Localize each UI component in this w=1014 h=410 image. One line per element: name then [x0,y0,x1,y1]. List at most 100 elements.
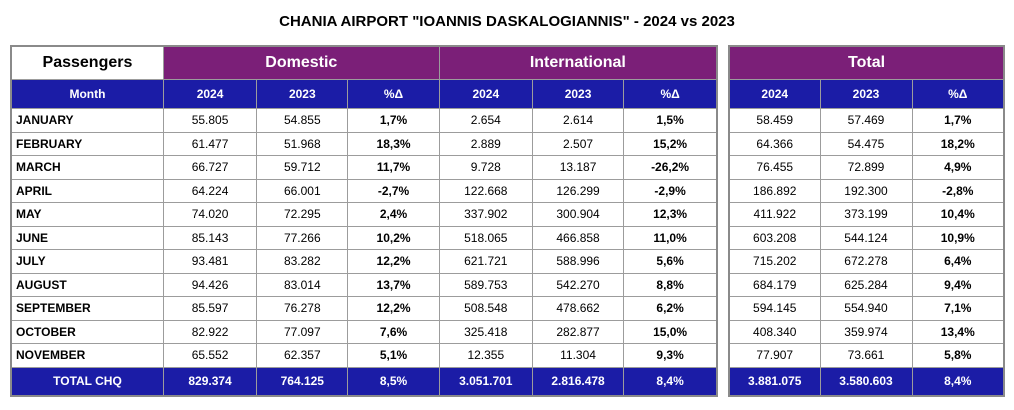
month-cell: JUNE [10,225,164,250]
international-2023-cell: 282.877 [531,319,625,344]
passengers-header: Passengers [10,45,164,80]
total-month-cell: TOTAL CHQ [10,366,164,396]
total-2024-cell: 408.340 [728,319,821,344]
total-2024-cell: 76.455 [728,155,821,180]
table-row: OCTOBER 82.922 77.097 7,6% 325.418 282.877 15,… [10,319,718,344]
table-row: 186.892 192.300 -2,8% [728,178,1005,203]
international-2023-cell: 2.507 [531,131,625,156]
domestic-pct-cell: 18,3% [347,131,440,156]
international-2024-cell: 621.721 [438,249,533,274]
international-2024-cell: 122.668 [438,178,533,203]
table-row: 603.208 544.124 10,9% [728,225,1005,250]
domestic-2024-cell: 65.552 [162,343,258,368]
domestic-2024-cell: 74.020 [162,202,258,227]
total-2024-cell: 715.202 [728,249,821,274]
domestic-2023-header: 2023 [256,79,349,109]
table-row: JANUARY 55.805 54.855 1,7% 2.654 2.614 1,5% [10,108,718,133]
month-header: Month [10,79,164,109]
international-2023-cell: 478.662 [531,296,625,321]
international-pct-cell: 12,3% [623,202,718,227]
domestic-2024-cell: 61.477 [162,131,258,156]
international-2024-cell: 2.654 [438,108,533,133]
total-2024-cell: 77.907 [728,343,821,368]
domestic-international-table: Passengers Domestic International Month … [10,45,718,397]
international-2024-cell: 337.902 [438,202,533,227]
domestic-2024-cell: 66.727 [162,155,258,180]
domestic-2023-cell: 54.855 [256,108,349,133]
domestic-2024-cell: 82.922 [162,319,258,344]
page-title: CHANIA AIRPORT "IOANNIS DASKALOGIANNIS" … [279,13,735,30]
international-2023-cell: 13.187 [531,155,625,180]
international-2024-header: 2024 [438,79,533,109]
domestic-pct-cell: 12,2% [347,249,440,274]
international-2023-cell: 2.614 [531,108,625,133]
total-pct-cell: 10,9% [911,225,1005,250]
domestic-2023-cell: 62.357 [256,343,349,368]
table-row: MAY 74.020 72.295 2,4% 337.902 300.904 12,3% [10,202,718,227]
table-row: 76.455 72.899 4,9% [728,155,1005,180]
domestic-2024-header: 2024 [162,79,258,109]
international-pct-cell: 1,5% [623,108,718,133]
table-row: JULY 93.481 83.282 12,2% 621.721 588.996 5,6% [10,249,718,274]
table-row: APRIL 64.224 66.001 -2,7% 122.668 126.299 -2,9… [10,178,718,203]
table-row: 684.179 625.284 9,4% [728,272,1005,297]
total-pct-cell: 18,2% [911,131,1005,156]
table-row: JUNE 85.143 77.266 10,2% 518.065 466.858 11,0% [10,225,718,250]
domestic-2023-cell: 77.097 [256,319,349,344]
total-i24-cell: 3.051.701 [438,366,533,396]
table-row: NOVEMBER 65.552 62.357 5,1% 12.355 11.304 9,3% [10,343,718,368]
month-cell: AUGUST [10,272,164,297]
total-2024-cell: 58.459 [728,108,821,133]
total-tp-cell: 8,4% [911,366,1005,396]
total-pct-cell: 4,9% [911,155,1005,180]
table-row: 408.340 359.974 13,4% [728,319,1005,344]
total-2023-cell: 373.199 [819,202,913,227]
total-pct-cell: 13,4% [911,319,1005,344]
international-pct-cell: 6,2% [623,296,718,321]
total-i23-cell: 2.816.478 [531,366,625,396]
domestic-2023-cell: 83.282 [256,249,349,274]
international-2023-cell: 466.858 [531,225,625,250]
total-pct-cell: 5,8% [911,343,1005,368]
international-2024-cell: 518.065 [438,225,533,250]
total-pct-cell: 10,4% [911,202,1005,227]
international-pct-cell: 15,0% [623,319,718,344]
month-cell: MAY [10,202,164,227]
international-2024-cell: 9.728 [438,155,533,180]
domestic-2023-cell: 76.278 [256,296,349,321]
international-pct-cell: 15,2% [623,131,718,156]
international-2023-cell: 542.270 [531,272,625,297]
domestic-pct-cell: 10,2% [347,225,440,250]
total-t23-cell: 3.580.603 [819,366,913,396]
total-pct-cell: 1,7% [911,108,1005,133]
domestic-2023-cell: 51.968 [256,131,349,156]
table-row: 58.459 57.469 1,7% [728,108,1005,133]
domestic-pct-cell: 12,2% [347,296,440,321]
domestic-pct-cell: -2,7% [347,178,440,203]
total-header: Total [728,45,1005,80]
international-pct-cell: 8,8% [623,272,718,297]
domestic-2024-cell: 85.143 [162,225,258,250]
domestic-pct-cell: 11,7% [347,155,440,180]
total-2023-cell: 72.899 [819,155,913,180]
table-row: SEPTEMBER 85.597 76.278 12,2% 508.548 478.662… [10,296,718,321]
total-row: TOTAL CHQ 829.374 764.125 8,5% 3.051.701 2.81… [10,366,718,396]
international-2024-cell: 508.548 [438,296,533,321]
total-2024-cell: 684.179 [728,272,821,297]
international-2024-cell: 2.889 [438,131,533,156]
total-d24-cell: 829.374 [162,366,258,396]
international-pct-cell: 11,0% [623,225,718,250]
table-row: 411.922 373.199 10,4% [728,202,1005,227]
domestic-2023-cell: 72.295 [256,202,349,227]
month-cell: NOVEMBER [10,343,164,368]
domestic-2024-cell: 94.426 [162,272,258,297]
total-pct-cell: 9,4% [911,272,1005,297]
table-row: MARCH 66.727 59.712 11,7% 9.728 13.187 -26,2% [10,155,718,180]
domestic-pct-cell: 7,6% [347,319,440,344]
table-row: 64.366 54.475 18,2% [728,131,1005,156]
total-2024-cell: 64.366 [728,131,821,156]
total-row: 3.881.075 3.580.603 8,4% [728,366,1005,396]
total-pct-cell: 6,4% [911,249,1005,274]
domestic-2024-cell: 55.805 [162,108,258,133]
international-2024-cell: 589.753 [438,272,533,297]
